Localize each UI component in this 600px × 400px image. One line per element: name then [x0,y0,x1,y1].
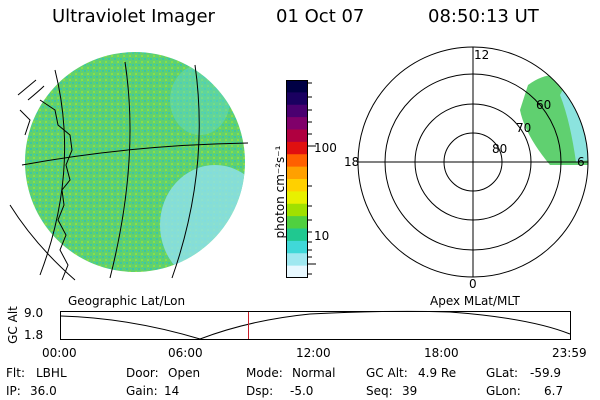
door-value: Open [168,366,200,380]
colorbar-band [286,229,308,242]
apex-panel-label: Apex MLat/MLT [430,294,520,308]
colorbar-band [286,130,308,143]
altitude-tick-max: 9.0 [24,306,43,320]
seq-value: 39 [402,384,417,398]
mlt-label-0: 0 [469,277,477,290]
mlt-label-12: 12 [474,48,489,62]
colorbar-band [286,191,308,204]
colorbar-gradient [286,80,308,278]
colorbar [286,80,308,278]
gc-alt-label: GC Alt: [366,366,408,380]
gain-label: Gain: [126,384,158,398]
mode-label: Mode: [246,366,283,380]
glat-value: -59.9 [530,366,561,380]
colorbar-band [286,105,308,118]
colorbar-band [286,216,308,229]
ip-value: 36.0 [30,384,57,398]
time-tick-1800: 18:00 [424,346,459,360]
colorbar-tick-10: 10 [314,229,329,243]
colorbar-band [286,142,308,155]
date-label: 01 Oct 07 [276,6,364,27]
instrument-title: Ultraviolet Imager [52,6,215,27]
gain-value: 14 [164,384,179,398]
ip-label: IP: [6,384,21,398]
lat-label-60: 60 [536,98,551,112]
colorbar-tick-100: 100 [314,141,337,155]
door-label: Door: [126,366,159,380]
lat-label-70: 70 [516,121,531,135]
colorbar-band [286,154,308,167]
colorbar-band [286,117,308,130]
seq-label: Seq: [366,384,393,398]
altitude-axis-label: GC Alt [6,302,20,348]
colorbar-unit-label: photon cm⁻²s⁻¹ [273,122,287,262]
colorbar-band [286,253,308,266]
lat-label-80: 80 [492,142,507,156]
time-tick-0600: 06:00 [168,346,203,360]
colorbar-band [286,167,308,180]
mode-value: Normal [292,366,335,380]
glat-label: GLat: [486,366,518,380]
time-label: 08:50:13 UT [428,6,539,27]
glon-label: GLon: [486,384,521,398]
mlt-label-18: 18 [344,155,359,169]
colorbar-band [286,241,308,254]
time-tick-0000: 00:00 [42,346,77,360]
colorbar-band [286,179,308,192]
flt-value: LBHL [36,366,67,380]
altitude-tick-min: 1.8 [24,328,43,342]
geographic-panel-label: Geographic Lat/Lon [68,294,185,308]
colorbar-band [286,92,308,105]
colorbar-band [286,80,308,93]
colorbar-band [286,204,308,217]
time-tick-1200: 12:00 [296,346,331,360]
mlt-label-6: 6 [577,155,585,169]
time-tick-2359: 23:59 [552,346,587,360]
colorbar-band [286,266,308,278]
polar-plot: 12 18 6 0 60 70 80 [340,40,600,290]
flt-label: Flt: [6,366,25,380]
geographic-image [0,40,260,290]
glon-value: 6.7 [544,384,563,398]
dsp-label: Dsp: [246,384,273,398]
dsp-value: -5.0 [290,384,313,398]
gc-alt-value: 4.9 Re [418,366,456,380]
altitude-plot [60,308,574,342]
colorbar-ticks [308,80,328,280]
